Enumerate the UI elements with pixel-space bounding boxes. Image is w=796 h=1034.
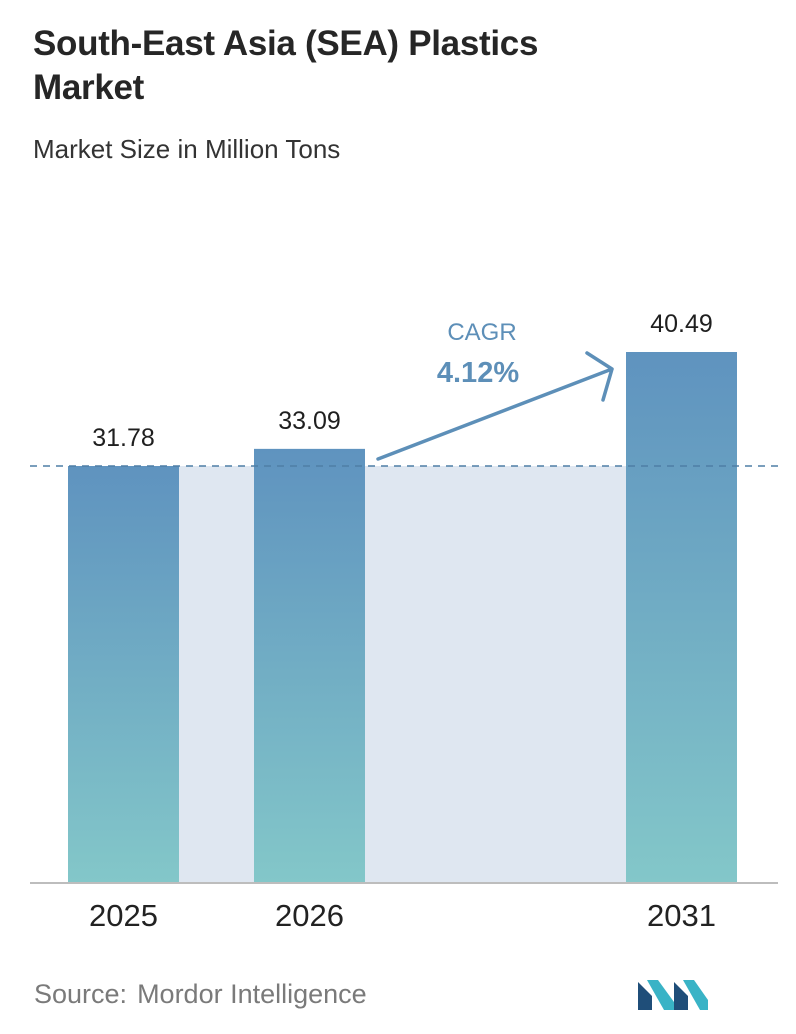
growth-band	[365, 466, 626, 882]
bar-2025	[68, 466, 179, 882]
value-labels: 31.78 33.09 40.49	[92, 310, 713, 452]
growth-bands	[179, 466, 626, 882]
x-tick-label-2026: 2026	[275, 898, 344, 933]
cagr-value: 4.12%	[437, 357, 519, 389]
x-tick-label-2025: 2025	[89, 898, 158, 933]
source-name: Mordor Intelligence	[137, 979, 367, 1009]
chart-subtitle: Market Size in Million Tons	[33, 134, 341, 164]
cagr-label: CAGR	[447, 319, 516, 346]
mordor-intelligence-logo-icon	[638, 980, 708, 1010]
value-label-2025: 31.78	[92, 424, 155, 452]
cagr-arrow-icon	[376, 351, 614, 461]
bars	[68, 352, 737, 882]
x-tick-labels: 2025 2026 2031	[89, 898, 716, 933]
growth-band	[179, 466, 254, 882]
chart-title: South-East Asia (SEA) Plastics Market	[33, 24, 539, 107]
bar-2031	[626, 352, 737, 882]
value-label-2031: 40.49	[650, 310, 713, 338]
x-tick-label-2031: 2031	[647, 898, 716, 933]
source-label: Source:	[34, 979, 128, 1009]
value-label-2026: 33.09	[278, 407, 341, 435]
source-credit: Source: Mordor Intelligence	[34, 979, 367, 1010]
cagr-annotation: CAGR 4.12%	[376, 319, 614, 461]
bar-chart: 31.78 33.09 40.49 2025 2026 2031 CAGR 4.12%	[30, 310, 780, 933]
bar-2026	[254, 448, 365, 882]
